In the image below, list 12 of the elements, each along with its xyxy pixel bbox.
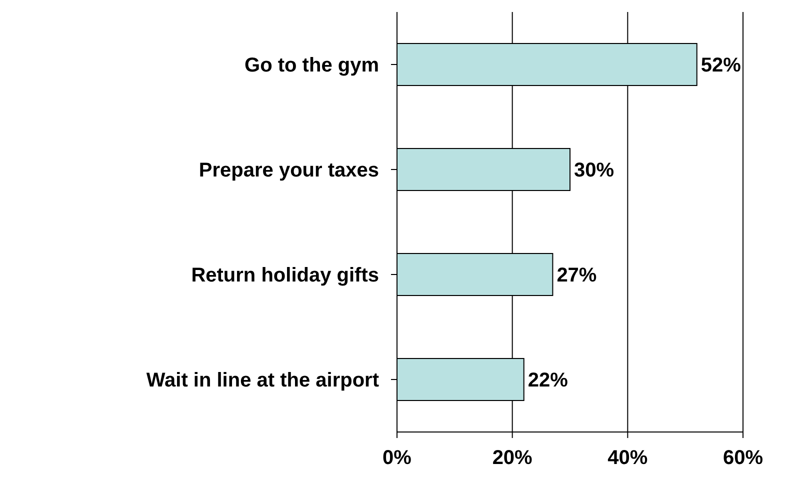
x-tick-label: 0% [382, 447, 412, 470]
x-tick-label: 40% [608, 447, 648, 470]
x-tick-label: 60% [722, 447, 764, 470]
data-label: 30% [574, 160, 614, 182]
y-tick-label: Prepare your taxes [198, 160, 379, 182]
y-tick-label: Go to the gym [244, 54, 379, 77]
y-tick-label: Return holiday gifts [191, 264, 379, 287]
y-tick-label: Wait in line at the airport [146, 370, 380, 392]
data-label: 22% [528, 370, 568, 392]
data-label: 52% [700, 54, 742, 77]
x-tick-label: 20% [492, 447, 533, 470]
data-label: 27% [556, 264, 597, 287]
